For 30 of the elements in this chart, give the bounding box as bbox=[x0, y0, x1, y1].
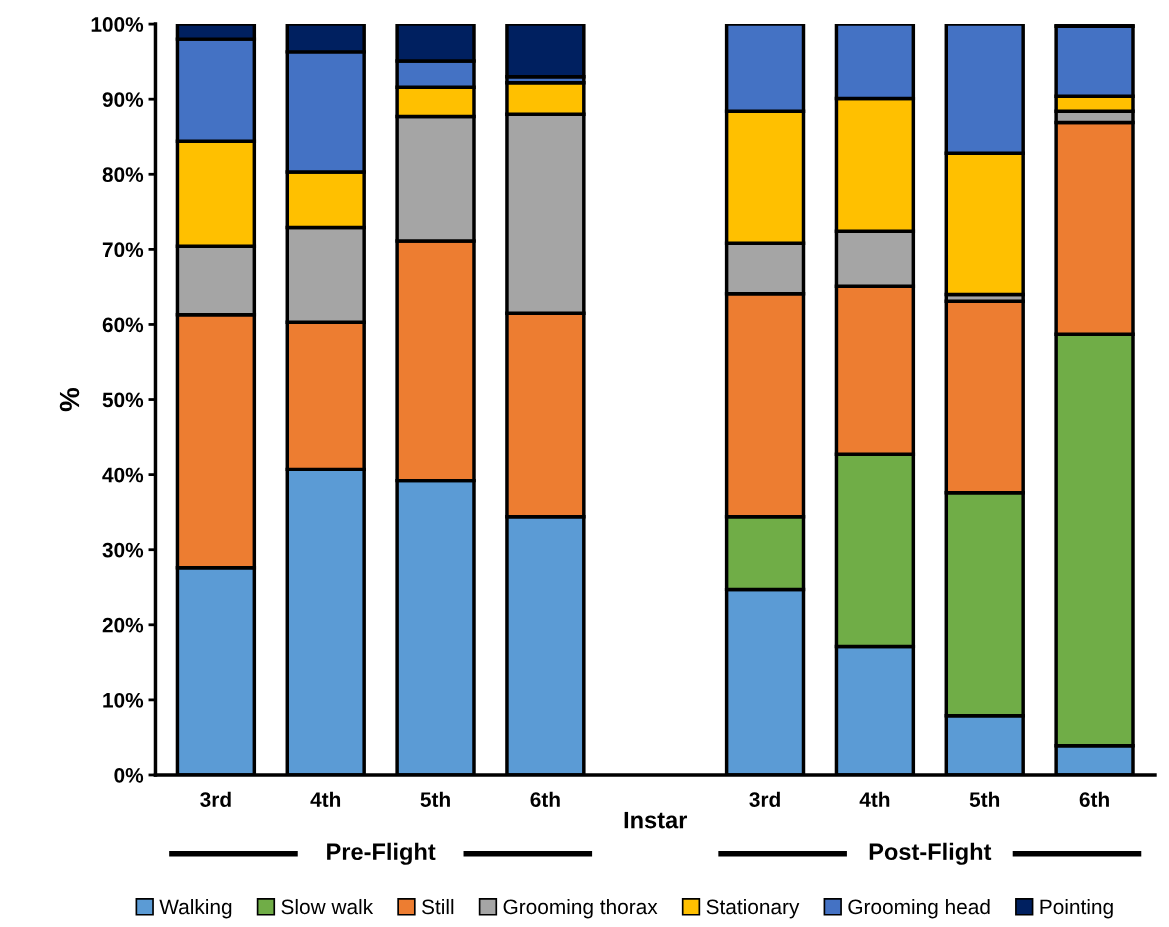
y-tick-label: 60% bbox=[102, 317, 144, 333]
y-axis-title: % bbox=[59, 387, 80, 412]
x-tick-label: 4th bbox=[859, 791, 890, 807]
legend-label: Grooming thorax bbox=[503, 898, 658, 919]
y-tick-label: 50% bbox=[102, 392, 144, 408]
legend-label: Slow walk bbox=[281, 898, 374, 915]
x-tick-label: 4th bbox=[310, 791, 341, 807]
text: Pre-Flight bbox=[327, 842, 436, 865]
x-tick-label: 6th bbox=[1079, 791, 1109, 807]
x-tick-label: 3rd bbox=[749, 791, 780, 807]
legend-label: Grooming head bbox=[848, 898, 990, 919]
y-tick-label: 90% bbox=[102, 92, 144, 107]
x-tick-label: 3rd bbox=[200, 791, 231, 807]
y-tick-label: 70% bbox=[102, 242, 144, 258]
legend-label: Still bbox=[422, 898, 454, 915]
legend-label: Pointing bbox=[1040, 898, 1113, 919]
legend-label: Stationary bbox=[706, 898, 800, 919]
y-tick-label: 30% bbox=[102, 542, 144, 558]
y-tick-label: 40% bbox=[102, 467, 144, 483]
x-axis-title: Instar bbox=[624, 811, 688, 829]
legend-label: Walking bbox=[159, 898, 232, 919]
x-tick-label: 6th bbox=[530, 791, 560, 807]
x-tick-label: 5th bbox=[420, 791, 450, 807]
x-tick-label: 5th bbox=[969, 791, 1000, 807]
y-tick-label: 100% bbox=[91, 17, 144, 32]
y-tick-label: 80% bbox=[102, 167, 144, 183]
text: Post-Flight bbox=[869, 842, 992, 865]
y-tick-label: 10% bbox=[103, 692, 144, 708]
y-tick-label: 0% bbox=[114, 767, 144, 783]
y-tick-label: 20% bbox=[102, 617, 144, 633]
